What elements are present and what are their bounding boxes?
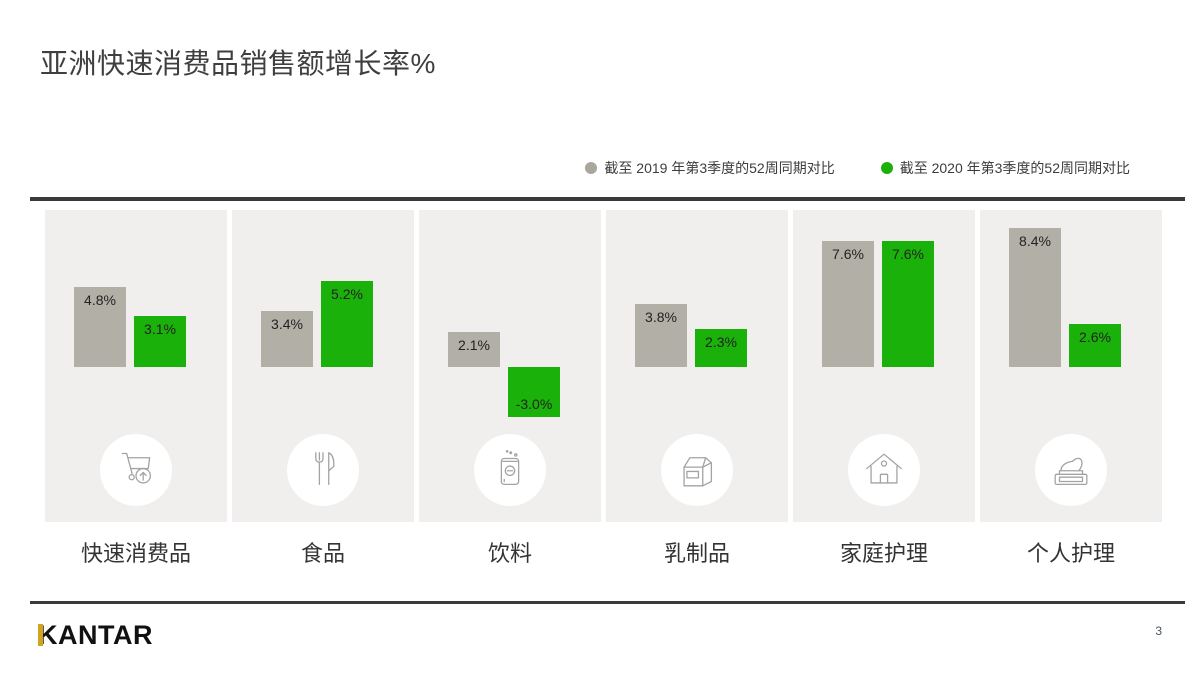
kantar-logo-text: KANTAR [38,620,153,650]
category-label: 食品 [300,541,345,566]
bars-area: 3.8% 2.3% [606,210,788,425]
page-number: 3 [1155,624,1162,638]
bars-area: 3.4% 5.2% [232,210,414,425]
kantar-logo-gold-stem [38,624,43,646]
chart-legend: 截至 2019 年第3季度的52周同期对比 截至 2020 年第3季度的52周同… [0,158,1130,178]
bar-y2019: 8.4% [1009,228,1061,367]
category-panel: 3.8% 2.3% [606,210,788,522]
legend-label-2020: 截至 2020 年第3季度的52周同期对比 [899,160,1130,176]
legend-dot-2019-icon [585,162,598,174]
category-panel: 2.1% -3.0% [419,210,601,522]
category-label: 乳制品 [663,541,730,566]
bar-y2019: 2.1% [448,332,500,367]
bar-y2019: 3.8% [635,304,687,367]
bars-area: 7.6% 7.6% [793,210,975,425]
page-title: 亚洲快速消费品销售额增长率% [40,48,436,79]
category-label: 快速消费品 [80,541,191,566]
category-panel: 3.4% 5.2% [232,210,414,522]
bar-y2020: 2.6% [1069,324,1121,367]
bar-y2020: 5.2% [321,281,373,367]
bottom-divider [30,601,1185,604]
bar-y2020: 2.3% [695,329,747,367]
kantar-logo: KANTAR [38,620,153,651]
legend-item-2019: 截至 2019 年第3季度的52周同期对比 [585,158,835,178]
beverage-can-icon [474,434,546,506]
category-panel: 4.8% 3.1% [45,210,227,522]
bar-value-label: 7.6% [832,246,864,262]
category-panels: 4.8% 3.1% 3.4% 5.2% 2.1% -3.0% 3.8% 2.3% 7.6% 7.6… [45,210,1162,522]
bar-value-label: 3.1% [144,321,176,337]
bar-y2020: 3.1% [134,316,186,367]
milk-carton-icon [661,434,733,506]
bar-value-label: -3.0% [515,396,553,412]
category-labels-row: 快速消费品 食品 饮料 乳制品 家庭护理 个人护理 [45,536,1162,568]
bar-value-label: 8.4% [1019,233,1051,249]
top-divider [30,197,1185,201]
category-label: 个人护理 [1026,541,1115,566]
cart-up-icon [100,434,172,506]
bar-value-label: 3.4% [271,316,303,332]
legend-dot-2020-icon [880,162,893,174]
bar-value-label: 3.8% [645,309,677,325]
category-panel: 8.4% 2.6% [980,210,1162,522]
bar-value-label: 4.8% [84,292,116,308]
bar-y2019: 3.4% [261,311,313,367]
legend-label-2019: 截至 2019 年第3季度的52周同期对比 [604,160,835,176]
bar-value-label: 7.6% [892,246,924,262]
bars-area: 4.8% 3.1% [45,210,227,425]
bar-y2020: 7.6% [882,241,934,367]
category-panel: 7.6% 7.6% [793,210,975,522]
bar-value-label: 2.3% [705,334,737,350]
bar-value-label: 5.2% [331,286,363,302]
bars-area: 2.1% -3.0% [419,210,601,425]
fork-knife-icon [287,434,359,506]
category-label: 饮料 [487,541,532,566]
bar-value-label: 2.1% [458,337,490,353]
bar-value-label: 2.6% [1079,329,1111,345]
bar-y2020: -3.0% [508,367,560,417]
house-icon [848,434,920,506]
bar-y2019: 4.8% [74,287,126,367]
category-label: 家庭护理 [839,541,928,566]
bar-y2019: 7.6% [822,241,874,367]
legend-item-2020: 截至 2020 年第3季度的52周同期对比 [880,158,1130,178]
bars-area: 8.4% 2.6% [980,210,1162,425]
cream-jar-icon [1035,434,1107,506]
